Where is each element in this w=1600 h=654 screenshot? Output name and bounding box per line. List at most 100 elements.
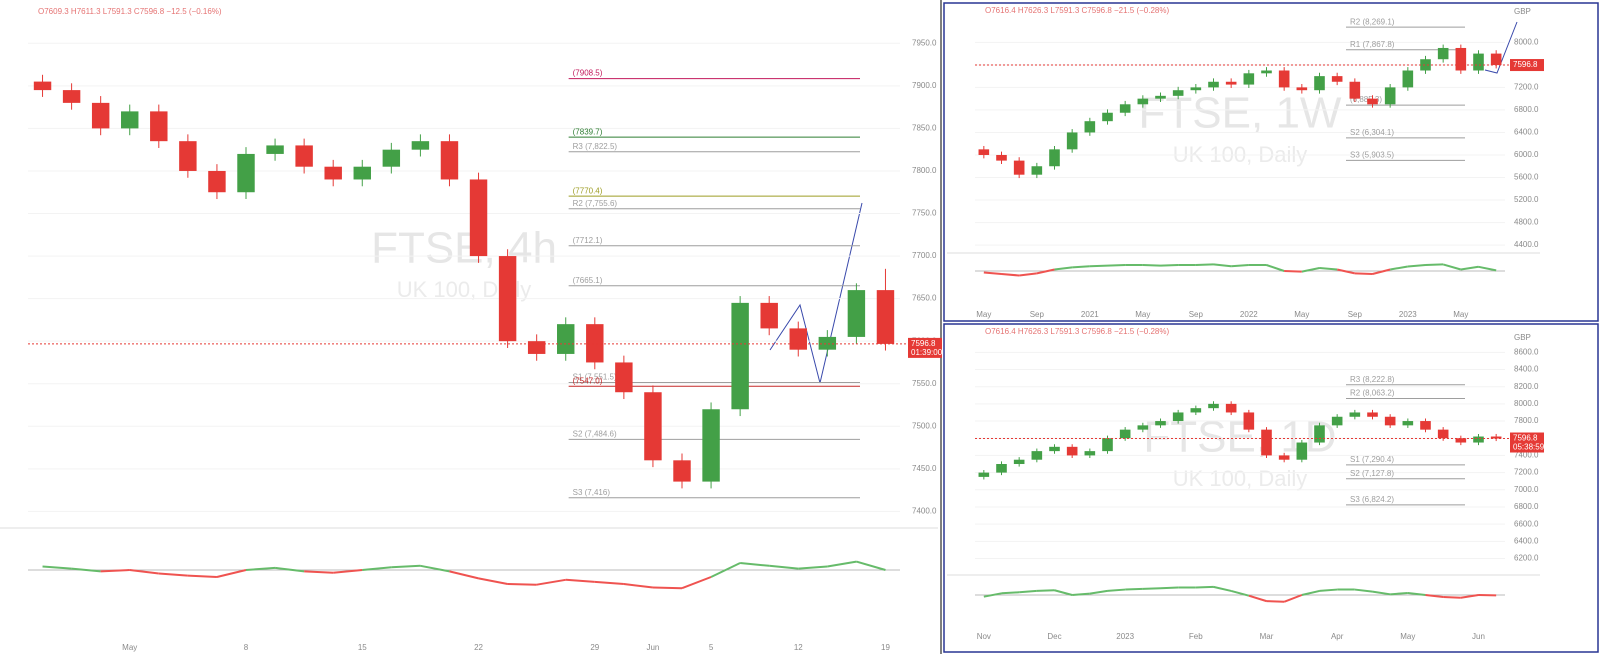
rsi-segment — [623, 583, 654, 589]
x-tick-label: 2022 — [1240, 310, 1258, 319]
candle-body — [847, 290, 866, 337]
rsi-segment — [420, 564, 450, 573]
y-tick-label: 4800.0 — [1514, 218, 1539, 227]
x-tick-label: Dec — [1047, 632, 1061, 641]
candle-body — [1437, 429, 1449, 439]
y-tick-label: 7200.0 — [1514, 468, 1539, 477]
x-tick-label: May — [1294, 310, 1309, 319]
candle-body — [644, 392, 662, 461]
y-tick-label: 7850.0 — [912, 124, 937, 133]
rsi-segment — [536, 578, 566, 586]
y-tick-label: 7800.0 — [912, 166, 937, 175]
level-label: S2 (7,484.6) — [573, 429, 617, 438]
last-price-label: 7596.8 — [1513, 434, 1538, 443]
candle-body — [876, 290, 895, 344]
rsi-segment — [740, 562, 770, 567]
level-label: S3 (5,903.5) — [1350, 151, 1394, 160]
candle-body — [469, 179, 488, 257]
currency: GBP — [1514, 333, 1531, 342]
candle-body — [1349, 81, 1361, 99]
rsi-segment — [1001, 591, 1020, 595]
level-label: R2 (8,063.2) — [1350, 389, 1395, 398]
x-tick-label: 12 — [794, 643, 803, 652]
currency: GBP — [1514, 7, 1531, 16]
rsi-segment — [827, 560, 857, 568]
rsi-segment — [594, 580, 624, 585]
countdown: 01:39:00 — [911, 348, 943, 357]
rsi-segment — [1213, 263, 1232, 268]
rsi-segment — [304, 570, 334, 574]
rsi-segment — [769, 564, 799, 570]
rsi-segment — [983, 592, 1002, 598]
y-tick-label: 7550.0 — [912, 379, 937, 388]
rsi-segment — [1036, 268, 1055, 275]
rsi-segment — [274, 566, 305, 573]
rsi-segment — [1389, 265, 1409, 271]
watermark-title: FTSE, 1D — [1143, 413, 1336, 462]
y-tick-label: 7000.0 — [1514, 485, 1539, 494]
y-tick-label: 7700.0 — [912, 251, 937, 260]
candle-body — [1084, 451, 1096, 456]
candle-body — [978, 149, 990, 155]
candle-body — [1420, 59, 1431, 71]
candle-body — [121, 111, 139, 129]
x-tick-label: Jun — [646, 643, 659, 652]
rsi-segment — [1107, 588, 1126, 592]
level-label: (7908.5) — [573, 69, 603, 78]
watermark-subtitle: UK 100, Daily — [1173, 142, 1308, 167]
candle-body — [1208, 403, 1219, 409]
rsi-segment — [1072, 592, 1090, 596]
rsi-segment — [681, 576, 712, 590]
y-tick-label: 6800.0 — [1514, 105, 1539, 114]
y-tick-label: 5600.0 — [1514, 173, 1539, 182]
y-tick-label: 6600.0 — [1514, 519, 1539, 528]
last-price-tag — [908, 337, 942, 358]
candle-body — [1473, 436, 1484, 443]
projection-arrow — [1484, 21, 1518, 74]
candle-body — [978, 472, 990, 477]
candle-body — [1225, 403, 1237, 413]
candle-body — [1155, 95, 1166, 99]
rsi-segment — [245, 566, 276, 571]
candle-body — [1420, 421, 1431, 430]
rsi-segment — [1407, 264, 1426, 268]
rsi-segment — [1354, 272, 1373, 275]
x-tick-label: Sep — [1030, 310, 1045, 319]
level-label: R3 (7,822.5) — [573, 142, 618, 151]
rsi-segment — [1054, 589, 1073, 596]
candle-body — [382, 149, 401, 167]
candle-body — [440, 141, 459, 180]
candle-body — [996, 154, 1007, 161]
candle-body — [818, 336, 837, 350]
candle-body — [1243, 412, 1255, 430]
y-tick-label: 4400.0 — [1514, 240, 1539, 249]
rsi-segment — [187, 574, 217, 578]
y-tick-label: 7500.0 — [912, 421, 937, 430]
candle-body — [91, 102, 110, 129]
candle-body — [1296, 442, 1308, 460]
candle-body — [1190, 408, 1202, 413]
rsi-segment — [1195, 263, 1214, 266]
level-label: S1 (7,290.4) — [1350, 455, 1394, 464]
y-tick-label: 5200.0 — [1514, 195, 1539, 204]
x-tick-label: Sep — [1348, 310, 1363, 319]
level-label: S2 (6,304.1) — [1350, 128, 1394, 137]
x-tick-label: Jun — [1472, 632, 1485, 641]
candle-body — [1455, 47, 1467, 71]
candle-body — [1349, 412, 1361, 417]
candle-body — [1172, 90, 1184, 96]
candle-body — [1296, 87, 1308, 91]
candle-body — [498, 256, 517, 342]
candle-body — [1261, 70, 1272, 74]
candle-body — [731, 302, 749, 410]
rsi-segment — [1301, 589, 1320, 596]
rsi-segment — [1478, 265, 1497, 272]
y-tick-label: 6400.0 — [1514, 536, 1539, 545]
candle-body — [673, 460, 691, 482]
x-tick-label: 2023 — [1116, 632, 1134, 641]
rsi-segment — [856, 560, 886, 571]
candle-body — [1084, 121, 1096, 133]
candle-body — [324, 166, 342, 180]
x-tick-label: 19 — [881, 643, 890, 652]
rsi-segment — [1142, 587, 1161, 590]
